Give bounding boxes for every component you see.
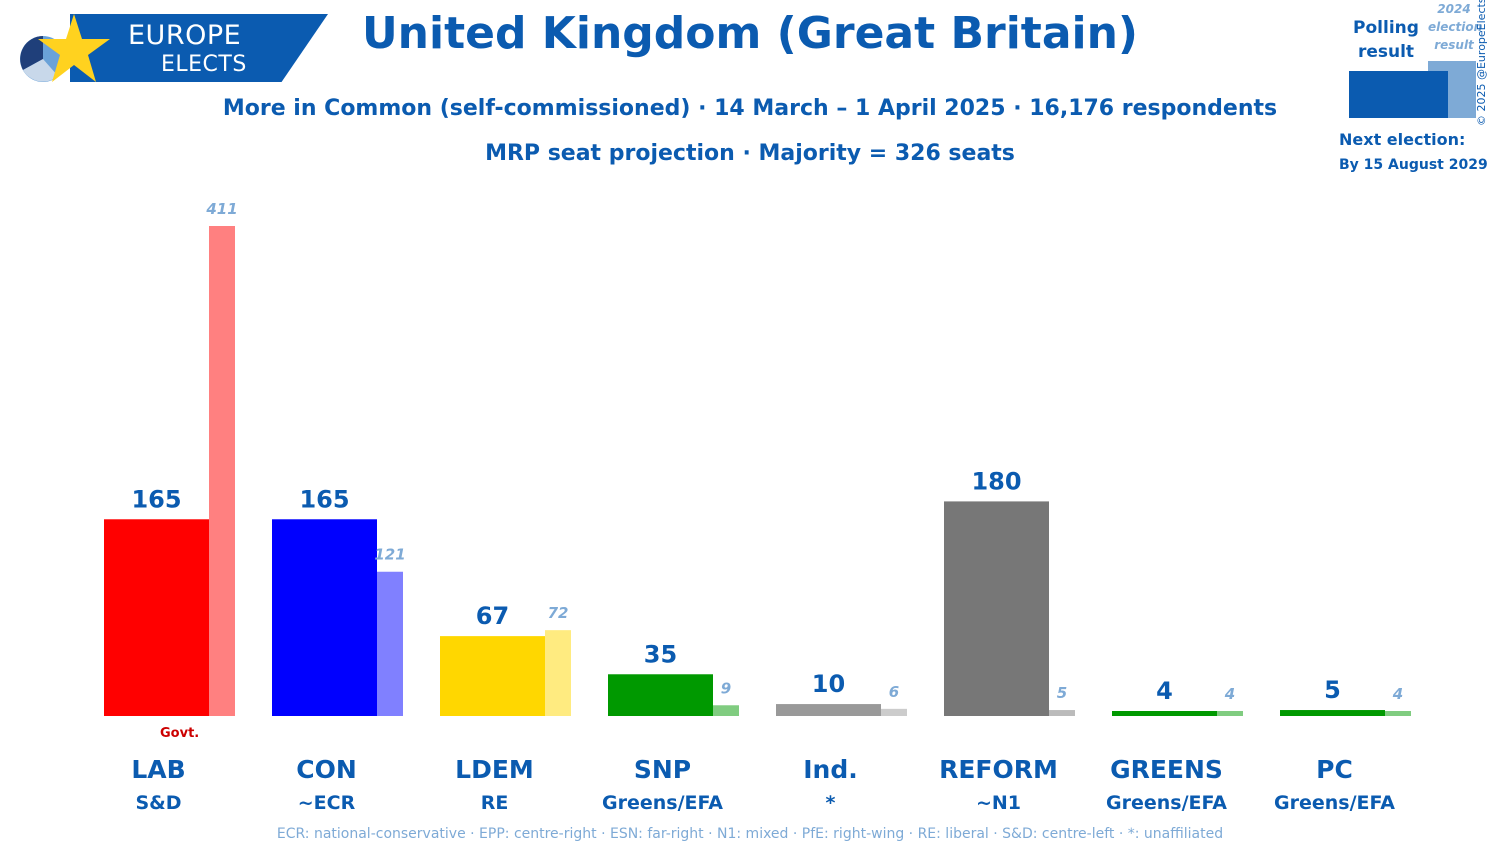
value-label-con: 165 [299,485,349,513]
value-label-greens: 4 [1156,677,1173,705]
next-election-date: By 15 August 2029 [1339,157,1488,173]
party-label-reform: REFORM [939,755,1058,784]
party-label-snp: SNP [634,755,691,784]
prev-bar-greens [1217,711,1243,716]
value-label-reform: 180 [971,467,1021,495]
next-election-label: Next election: [1339,130,1466,149]
party-label-con: CON [296,755,357,784]
prev-value-label-reform: 5 [1057,684,1067,702]
prev-bar-ind [881,708,907,716]
prev-value-label-lab: 411 [205,200,237,218]
prev-value-label-greens: 4 [1224,685,1235,703]
government-label: Govt. [160,726,200,741]
party-label-greens: GREENS [1110,755,1223,784]
value-label-snp: 35 [644,640,677,668]
prev-bar-lab [209,226,235,716]
prev-bar-reform [1049,710,1075,716]
party-label-lab: LAB [131,755,185,784]
bar-snp [608,674,713,716]
legend-polling-swatch [1349,71,1448,118]
value-label-pc: 5 [1324,676,1341,704]
projection-subtitle: MRP seat projection · Majority = 326 sea… [485,141,1015,166]
prev-value-label-con: 121 [374,546,405,564]
value-label-ldem: 67 [476,602,509,630]
group-label-snp: Greens/EFA [602,792,723,814]
prev-bar-snp [713,705,739,716]
bar-pc [1280,710,1385,716]
poll-subtitle: More in Common (self-commissioned) · 14 … [222,96,1278,121]
bar-ldem [440,636,545,716]
prev-value-label-snp: 9 [721,679,731,697]
party-label-ind: Ind. [803,755,858,784]
logo-banner [70,14,328,82]
prev-bar-con [377,571,403,716]
group-label-con: ~ECR [298,792,356,814]
prev-bar-ldem [545,630,571,716]
europe-elects-logo: EUROPE ELECTS [18,12,328,86]
logo-text-europe: EUROPE [128,20,242,51]
bar-con [272,519,377,716]
logo-text-elects: ELECTS [161,52,247,77]
legend-polling-label: Polling result [1353,18,1419,62]
value-label-ind: 10 [812,670,845,698]
prev-value-label-ldem: 72 [548,604,569,622]
bar-greens [1112,711,1217,716]
bar-lab [104,519,209,716]
legend-previous-label: 2024 election result [1428,2,1483,52]
party-label-ldem: LDEM [455,755,534,784]
chart-title: United Kingdom (Great Britain) [361,8,1139,59]
group-label-ind: * [826,792,836,814]
group-label-reform: ~N1 [976,792,1021,814]
bar-reform [944,501,1049,716]
bar-ind [776,704,881,716]
group-label-pc: Greens/EFA [1274,792,1395,814]
group-label-greens: Greens/EFA [1106,792,1227,814]
prev-value-label-ind: 6 [889,683,899,701]
party-label-pc: PC [1316,755,1353,784]
group-label-lab: S&D [135,792,181,814]
group-label-ldem: RE [481,792,509,814]
value-label-lab: 165 [131,485,181,513]
prev-bar-pc [1385,711,1411,716]
prev-value-label-pc: 4 [1392,685,1403,703]
logo-star-icon [20,14,110,82]
group-footnote: ECR: national-conservative · EPP: centre… [276,826,1224,842]
